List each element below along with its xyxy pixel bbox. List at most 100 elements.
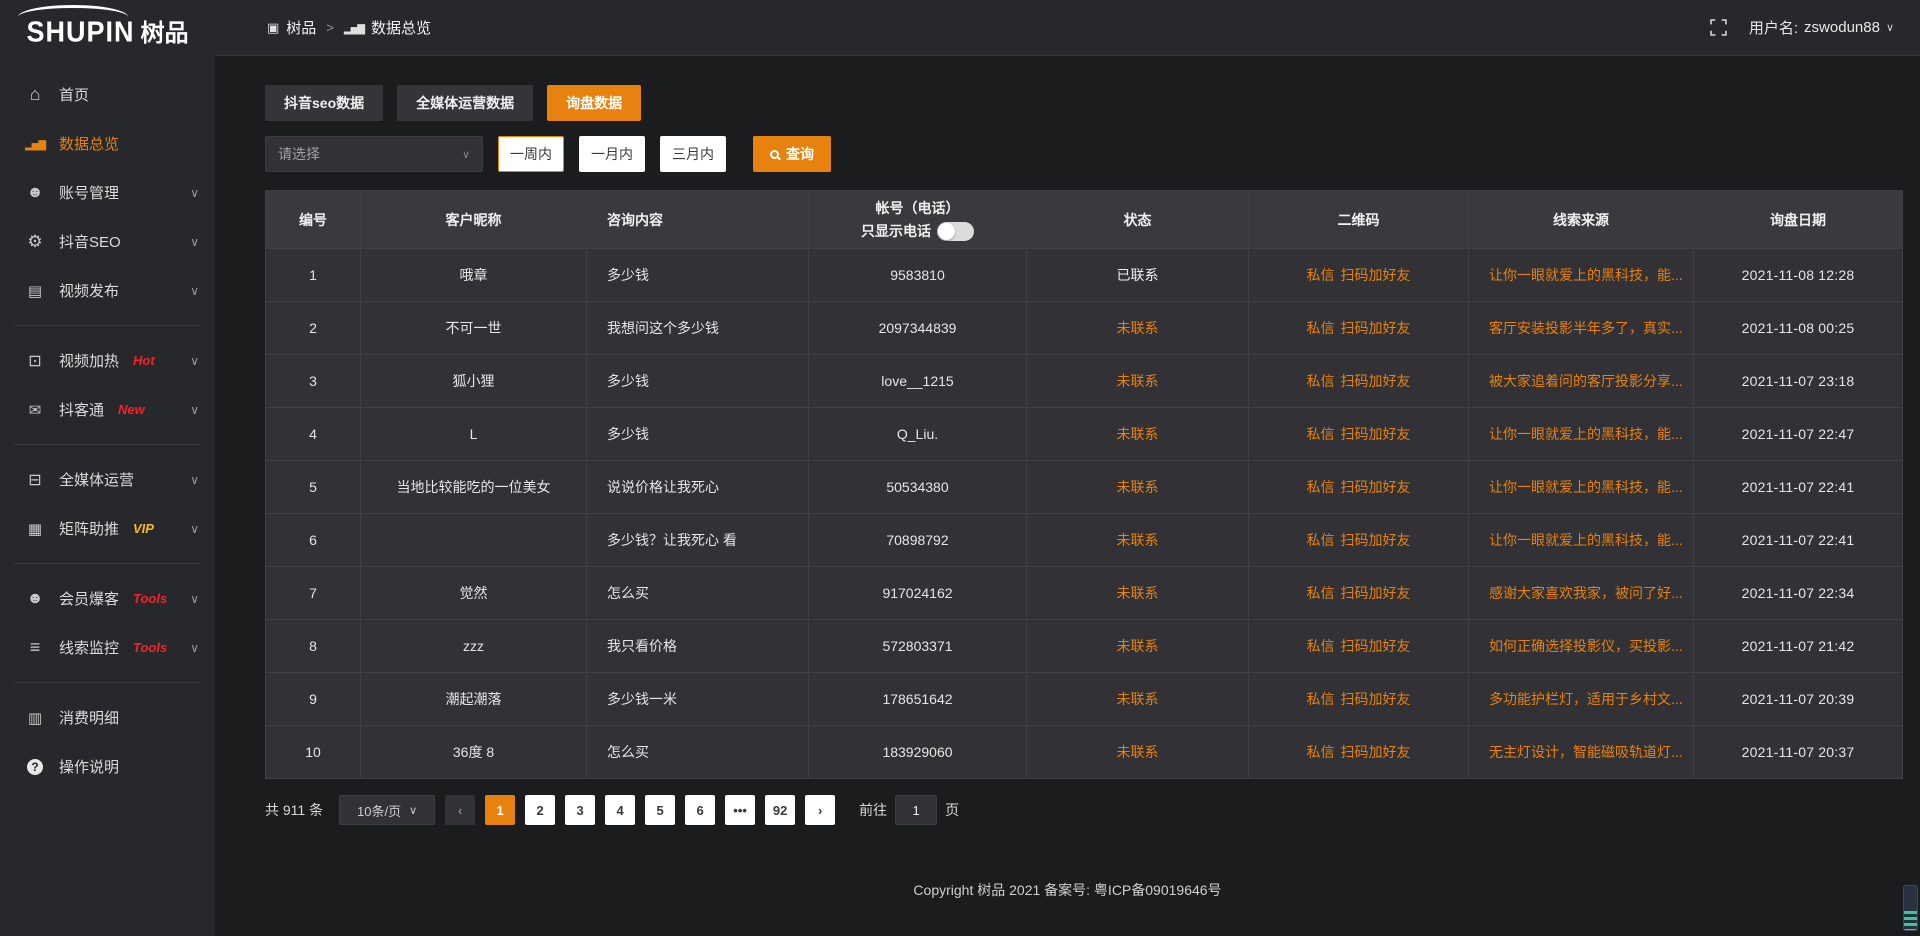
scan-add-friend-link[interactable]: 扫码加好友 bbox=[1340, 373, 1411, 389]
page-number-button[interactable]: 4 bbox=[605, 795, 636, 825]
sidebar-item[interactable]: 首页 ∨ bbox=[0, 70, 215, 119]
page-size-select[interactable]: 10条/页 ∨ bbox=[339, 795, 436, 825]
cell-source-link[interactable]: 如何正确选择投影仪，买投影... bbox=[1469, 620, 1694, 673]
private-message-link[interactable]: 私信 bbox=[1306, 479, 1335, 495]
sidebar-item-label: 会员爆客 bbox=[59, 591, 120, 608]
sidebar-item[interactable]: 抖音SEO ∨ bbox=[0, 217, 215, 266]
date-range-button[interactable]: 三月内 bbox=[660, 136, 726, 172]
page-number-button[interactable]: 3 bbox=[565, 795, 596, 825]
cell-qrcode: 私信 扫码加好友 bbox=[1249, 461, 1469, 514]
private-message-link[interactable]: 私信 bbox=[1306, 320, 1335, 336]
goto-suffix: 页 bbox=[945, 802, 960, 818]
cell-id: 4 bbox=[266, 408, 361, 461]
cell-source-link[interactable]: 被大家追着问的客厅投影分享... bbox=[1469, 355, 1694, 408]
cell-account: 50534380 bbox=[809, 461, 1027, 514]
page-number-button[interactable]: 1 bbox=[485, 795, 516, 825]
table-row: 10 36度 8 怎么买 183929060 未联系 私信 扫码加好友 无主灯设… bbox=[266, 726, 1902, 779]
cell-nickname: 潮起潮落 bbox=[361, 673, 587, 726]
phone-only-toggle[interactable] bbox=[937, 221, 974, 241]
sidebar-item[interactable]: 消费明细 ∨ bbox=[0, 693, 215, 742]
date-range-button[interactable]: 一周内 bbox=[498, 136, 564, 172]
private-message-link[interactable]: 私信 bbox=[1306, 585, 1335, 601]
sidebar-item-label: 消费明细 bbox=[59, 710, 120, 727]
cell-source-link[interactable]: 无主灯设计，智能磁吸轨道灯... bbox=[1469, 726, 1694, 779]
private-message-link[interactable]: 私信 bbox=[1306, 426, 1335, 442]
cell-nickname: 觉然 bbox=[361, 567, 587, 620]
scan-add-friend-link[interactable]: 扫码加好友 bbox=[1340, 479, 1411, 495]
cell-source-link[interactable]: 感谢大家喜欢我家，被问了好... bbox=[1469, 567, 1694, 620]
goto-page-input[interactable] bbox=[895, 795, 938, 825]
scan-add-friend-link[interactable]: 扫码加好友 bbox=[1340, 320, 1411, 336]
cell-nickname: 不可一世 bbox=[361, 302, 587, 355]
date-range-button[interactable]: 一月内 bbox=[579, 136, 645, 172]
page-number-button[interactable]: ••• bbox=[725, 795, 756, 825]
cell-id: 5 bbox=[266, 461, 361, 514]
sidebar-item[interactable]: 矩阵助推 VIP ∨ bbox=[0, 504, 215, 553]
user-menu[interactable]: 用户名: zswodun88 ∨ bbox=[1749, 17, 1894, 38]
breadcrumb-current[interactable]: 数据总览 bbox=[344, 17, 431, 38]
sidebar-item[interactable]: 全媒体运营 ∨ bbox=[0, 455, 215, 504]
cell-status: 未联系 bbox=[1027, 567, 1249, 620]
scan-add-friend-link[interactable]: 扫码加好友 bbox=[1340, 638, 1411, 654]
private-message-link[interactable]: 私信 bbox=[1306, 532, 1335, 548]
gear-icon bbox=[24, 232, 46, 252]
cell-date: 2021-11-08 00:25 bbox=[1694, 302, 1902, 355]
cell-source-link[interactable]: 让你一眼就爱上的黑科技，能... bbox=[1469, 514, 1694, 567]
sidebar-item[interactable]: 线索监控 Tools ∨ bbox=[0, 623, 215, 672]
table-row: 1 哦章 多少钱 9583810 已联系 私信 扫码加好友 让你一眼就爱上的黑科… bbox=[266, 249, 1902, 302]
scan-add-friend-link[interactable]: 扫码加好友 bbox=[1340, 267, 1411, 283]
sidebar-item[interactable]: 账号管理 ∨ bbox=[0, 168, 215, 217]
search-button[interactable]: 查询 bbox=[753, 136, 831, 172]
data-tabs: 抖音seo数据 全媒体运营数据 询盘数据 bbox=[265, 85, 1903, 121]
prev-page-button[interactable]: ‹ bbox=[445, 795, 476, 825]
tab[interactable]: 询盘数据 bbox=[547, 85, 642, 121]
account-select[interactable]: 请选择 ∨ bbox=[265, 136, 483, 172]
next-page-button[interactable]: › bbox=[805, 795, 836, 825]
sidebar-item[interactable]: 数据总览 ∨ bbox=[0, 119, 215, 168]
search-icon bbox=[770, 149, 779, 159]
fullscreen-icon[interactable] bbox=[1710, 19, 1727, 36]
column-header-id: 编号 bbox=[266, 191, 361, 249]
page-number-button[interactable]: 5 bbox=[645, 795, 676, 825]
sidebar-item[interactable]: 操作说明 ∨ bbox=[0, 742, 215, 791]
scan-add-friend-link[interactable]: 扫码加好友 bbox=[1340, 426, 1411, 442]
total-count: 共 911 条 bbox=[265, 802, 324, 818]
cell-date: 2021-11-08 12:28 bbox=[1694, 249, 1902, 302]
page-number-button[interactable]: 2 bbox=[525, 795, 556, 825]
page-number-button[interactable]: 6 bbox=[685, 795, 716, 825]
private-message-link[interactable]: 私信 bbox=[1306, 373, 1335, 389]
cell-date: 2021-11-07 20:39 bbox=[1694, 673, 1902, 726]
scan-add-friend-link[interactable]: 扫码加好友 bbox=[1340, 744, 1411, 760]
scan-add-friend-link[interactable]: 扫码加好友 bbox=[1340, 532, 1411, 548]
help-icon bbox=[24, 758, 46, 775]
logo-text-en: SHUPIN bbox=[26, 16, 135, 48]
browser-corner-widget[interactable] bbox=[1903, 885, 1918, 931]
scan-add-friend-link[interactable]: 扫码加好友 bbox=[1340, 691, 1411, 707]
tab[interactable]: 全媒体运营数据 bbox=[397, 85, 534, 121]
sidebar-item[interactable]: 视频发布 ∨ bbox=[0, 266, 215, 315]
sidebar-item[interactable]: 抖客通 New ∨ bbox=[0, 385, 215, 434]
monitor-icon bbox=[24, 470, 46, 490]
private-message-link[interactable]: 私信 bbox=[1306, 638, 1335, 654]
chevron-down-icon: ∨ bbox=[190, 521, 199, 536]
cell-source-link[interactable]: 多功能护栏灯，适用于乡村文... bbox=[1469, 673, 1694, 726]
sidebar-divider bbox=[14, 563, 201, 564]
page-number-button[interactable]: 92 bbox=[765, 795, 796, 825]
sidebar-item[interactable]: 视频加热 Hot ∨ bbox=[0, 336, 215, 385]
private-message-link[interactable]: 私信 bbox=[1306, 744, 1335, 760]
private-message-link[interactable]: 私信 bbox=[1306, 267, 1335, 283]
cell-status: 未联系 bbox=[1027, 355, 1249, 408]
cell-source-link[interactable]: 让你一眼就爱上的黑科技，能... bbox=[1469, 249, 1694, 302]
cell-inquiry: 多少钱一米 bbox=[587, 673, 809, 726]
sidebar-item[interactable]: 会员爆客 Tools ∨ bbox=[0, 574, 215, 623]
private-message-link[interactable]: 私信 bbox=[1306, 691, 1335, 707]
scan-add-friend-link[interactable]: 扫码加好友 bbox=[1340, 585, 1411, 601]
chevron-down-icon: ∨ bbox=[190, 185, 199, 200]
breadcrumb-root[interactable]: 树品 bbox=[267, 17, 316, 38]
tab[interactable]: 抖音seo数据 bbox=[265, 85, 384, 121]
cell-source-link[interactable]: 让你一眼就爱上的黑科技，能... bbox=[1469, 408, 1694, 461]
cell-source-link[interactable]: 让你一眼就爱上的黑科技，能... bbox=[1469, 461, 1694, 514]
cell-source-link[interactable]: 客厅安装投影半年多了，真实... bbox=[1469, 302, 1694, 355]
sidebar-item-label: 抖音SEO bbox=[59, 234, 121, 251]
member-icon bbox=[24, 590, 46, 608]
